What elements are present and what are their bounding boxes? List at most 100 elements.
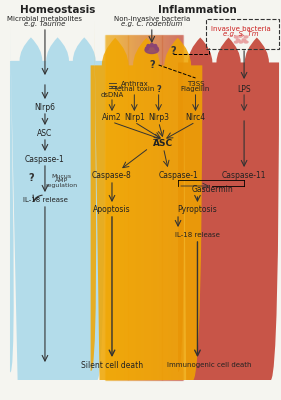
Text: Anthrax: Anthrax: [121, 81, 148, 87]
Bar: [182, 35, 183, 380]
Text: IL-18 release: IL-18 release: [22, 197, 67, 203]
Bar: [180, 35, 181, 380]
Ellipse shape: [239, 41, 243, 43]
Bar: [112, 35, 113, 380]
Bar: [167, 35, 168, 380]
Bar: [177, 35, 178, 380]
Ellipse shape: [234, 41, 238, 43]
Bar: [172, 35, 173, 380]
Text: Gasdermin: Gasdermin: [191, 186, 233, 194]
Bar: [136, 35, 137, 380]
Text: e.g. C. rodentium: e.g. C. rodentium: [121, 21, 182, 27]
Bar: [154, 35, 155, 380]
Text: Nlrp3: Nlrp3: [148, 114, 169, 122]
Bar: [105, 35, 106, 380]
Bar: [119, 35, 120, 380]
Bar: [124, 35, 126, 380]
Circle shape: [155, 47, 158, 50]
Text: Flagellin: Flagellin: [181, 86, 210, 92]
Text: Nlrc4: Nlrc4: [185, 114, 206, 122]
Bar: [171, 35, 172, 380]
Bar: [139, 35, 140, 380]
Bar: [138, 35, 139, 380]
Text: Non-invasive bacteria: Non-invasive bacteria: [114, 16, 190, 22]
Text: ?: ?: [170, 46, 176, 56]
Bar: [164, 35, 166, 380]
Bar: [114, 35, 115, 380]
Bar: [174, 35, 175, 380]
Bar: [168, 35, 169, 380]
Ellipse shape: [242, 39, 246, 41]
Ellipse shape: [145, 46, 158, 54]
Bar: [120, 35, 121, 380]
Text: e.g. S. Tm: e.g. S. Tm: [223, 31, 259, 37]
Bar: [149, 35, 150, 380]
Text: lethal toxin: lethal toxin: [115, 86, 154, 92]
Circle shape: [147, 44, 150, 48]
Circle shape: [154, 44, 157, 48]
PathPatch shape: [10, 37, 105, 380]
Text: Pyroptosis: Pyroptosis: [178, 206, 217, 214]
Bar: [152, 35, 153, 380]
Text: ASC: ASC: [153, 140, 174, 148]
Text: Aim2: Aim2: [102, 114, 122, 122]
Bar: [123, 35, 124, 380]
Bar: [178, 35, 179, 380]
Bar: [106, 35, 107, 380]
Text: Apoptosis: Apoptosis: [93, 206, 131, 214]
Text: Microbial metabolites: Microbial metabolites: [8, 16, 82, 22]
Ellipse shape: [234, 36, 238, 38]
Bar: [179, 35, 180, 380]
Bar: [113, 35, 114, 380]
Bar: [118, 35, 119, 380]
Bar: [132, 35, 133, 380]
PathPatch shape: [178, 38, 279, 380]
Text: ×××: ×××: [109, 86, 123, 90]
Text: ?: ?: [156, 84, 161, 94]
Text: dsDNA: dsDNA: [100, 92, 124, 98]
Bar: [108, 35, 109, 380]
Circle shape: [146, 47, 148, 50]
Bar: [121, 35, 122, 380]
Bar: [166, 35, 167, 380]
Text: Caspase-8: Caspase-8: [92, 170, 132, 180]
Bar: [142, 35, 143, 380]
Ellipse shape: [244, 36, 248, 38]
Bar: [133, 35, 134, 380]
Text: Nlrp1: Nlrp1: [124, 114, 145, 122]
Bar: [116, 35, 117, 380]
Bar: [155, 35, 156, 380]
Text: e.g. Taurine: e.g. Taurine: [24, 21, 66, 27]
Text: Caspase-1: Caspase-1: [158, 170, 198, 180]
Text: Inflammation: Inflammation: [158, 5, 237, 15]
Bar: [150, 35, 151, 380]
Bar: [145, 35, 146, 380]
Text: Silent cell death: Silent cell death: [81, 360, 143, 370]
Bar: [162, 35, 164, 380]
Bar: [128, 35, 130, 380]
Bar: [153, 35, 154, 380]
Text: Caspase-11: Caspase-11: [222, 170, 266, 180]
Bar: [115, 35, 116, 380]
Bar: [147, 35, 148, 380]
Text: Immunogenic cell death: Immunogenic cell death: [167, 362, 251, 368]
Bar: [117, 35, 118, 380]
Bar: [156, 35, 157, 380]
Ellipse shape: [239, 35, 243, 37]
Bar: [126, 35, 128, 380]
Text: Nlrp6: Nlrp6: [35, 102, 55, 112]
Bar: [158, 35, 160, 380]
Bar: [157, 35, 158, 380]
Text: ?: ?: [149, 60, 155, 70]
Bar: [151, 35, 152, 380]
Text: Mucus: Mucus: [51, 174, 72, 178]
Bar: [107, 35, 108, 380]
Bar: [181, 35, 182, 380]
Bar: [110, 35, 111, 380]
Text: Homeostasis: Homeostasis: [20, 5, 95, 15]
Bar: [122, 35, 123, 380]
Bar: [176, 35, 177, 380]
Text: LPS: LPS: [237, 84, 251, 94]
Bar: [169, 35, 170, 380]
Bar: [109, 35, 110, 380]
